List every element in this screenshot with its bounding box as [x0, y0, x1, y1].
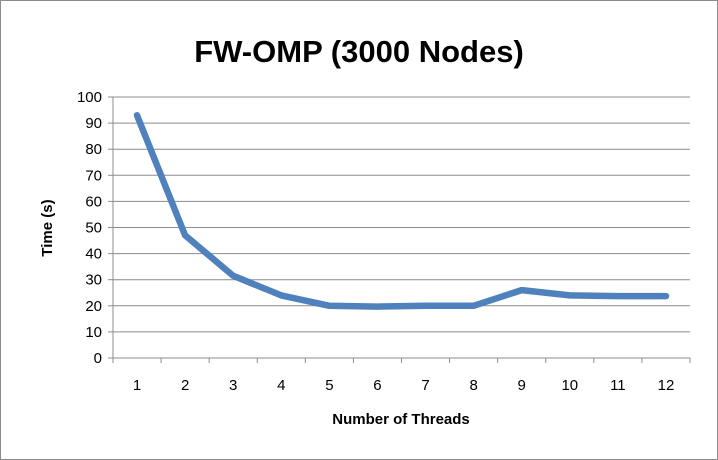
x-tick-label-7: 8 — [469, 377, 477, 394]
x-tick-label-8: 9 — [518, 377, 526, 394]
y-tick-label-1: 10 — [85, 324, 102, 341]
x-tick-label-3: 4 — [277, 377, 285, 394]
y-tick-label-10: 100 — [77, 89, 102, 106]
x-tick-label-0: 1 — [133, 377, 141, 394]
y-tick-label-6: 60 — [85, 193, 102, 210]
x-tick-label-1: 2 — [181, 377, 189, 394]
series-lines — [133, 112, 670, 310]
x-tick-label-5: 6 — [373, 377, 381, 394]
x-tick-label-11: 12 — [658, 377, 675, 394]
chart-title: FW-OMP (3000 Nodes) — [194, 34, 524, 69]
y-tick-label-7: 70 — [85, 167, 102, 184]
x-tick-label-6: 7 — [421, 377, 429, 394]
x-tick-label-10: 11 — [610, 377, 626, 394]
y-axis-label: Time (s) — [39, 199, 56, 256]
gridlines — [113, 96, 690, 333]
y-tick-label-4: 40 — [85, 246, 102, 263]
x-tick-label-4: 5 — [325, 377, 333, 394]
y-tick-label-2: 20 — [85, 298, 102, 315]
x-tick-labels: 1 2 3 4 5 6 7 8 9 10 11 12 — [133, 377, 674, 394]
y-tick-labels: 0 10 20 30 40 50 60 70 80 90 100 — [77, 89, 102, 367]
x-tick-label-2: 3 — [229, 377, 237, 394]
x-axis-label: Number of Threads — [332, 411, 470, 428]
y-tick-label-9: 90 — [85, 115, 102, 132]
y-tick-label-3: 30 — [85, 272, 102, 289]
y-tick-label-5: 50 — [85, 220, 102, 237]
series-line-0 — [133, 112, 670, 310]
axes — [108, 96, 691, 363]
y-tick-label-8: 80 — [85, 141, 102, 158]
y-tick-label-0: 0 — [94, 350, 102, 367]
x-tick-label-9: 10 — [561, 377, 578, 394]
